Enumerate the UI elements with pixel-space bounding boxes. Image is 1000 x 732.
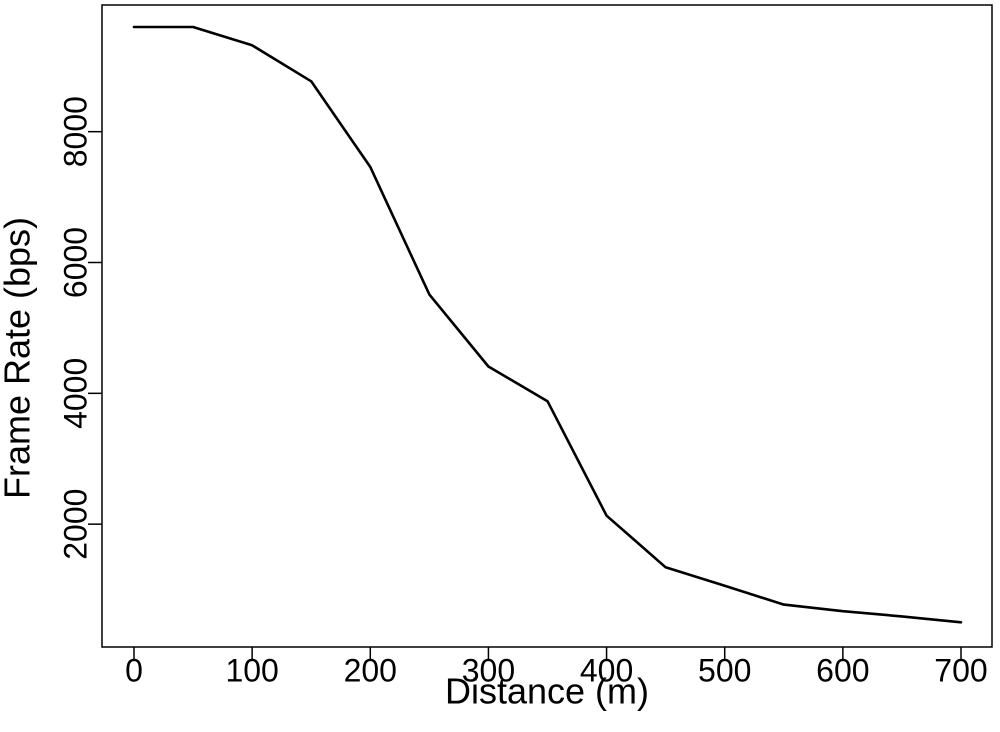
x-axis-ticks: 0 100 200 300 400 500 600 700 bbox=[125, 647, 988, 688]
x-tick-label: 100 bbox=[225, 652, 278, 688]
x-tick-label: 0 bbox=[125, 652, 143, 688]
x-tick-label: 500 bbox=[698, 652, 751, 688]
x-axis-label: Distance (m) bbox=[445, 671, 649, 712]
x-tick-label: 200 bbox=[344, 652, 397, 688]
x-tick-label: 600 bbox=[816, 652, 869, 688]
y-tick-label: 2000 bbox=[57, 489, 93, 560]
plot-frame bbox=[101, 4, 993, 648]
y-tick-label: 8000 bbox=[57, 96, 93, 167]
series-layer bbox=[132, 25, 963, 624]
series-line-0 bbox=[132, 25, 963, 624]
y-tick-label: 6000 bbox=[57, 227, 93, 298]
x-tick-label: 700 bbox=[934, 652, 987, 688]
x-tick-label: 400 bbox=[580, 652, 633, 688]
x-tick-label: 300 bbox=[462, 652, 515, 688]
y-axis-label: Frame Rate (bps) bbox=[0, 217, 38, 499]
y-axis-ticks: 2000 4000 6000 8000 bbox=[57, 96, 102, 560]
y-tick-label: 4000 bbox=[57, 358, 93, 429]
